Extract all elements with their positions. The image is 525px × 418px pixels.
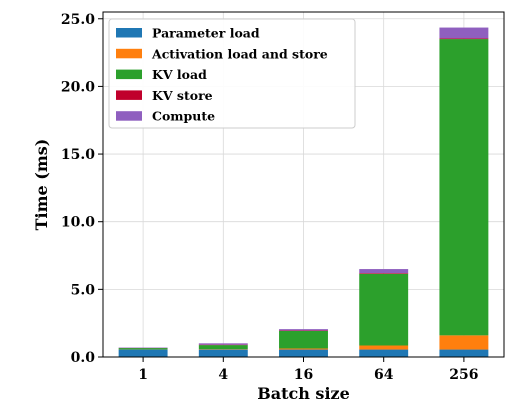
legend-swatch — [116, 48, 142, 59]
x-tick-label: 1 — [138, 367, 148, 383]
y-axis-ticks: 0.0 5.0 10.0 15.0 20.0 25.0 — [61, 12, 103, 366]
legend-label: Compute — [152, 109, 215, 124]
y-tick-label: 10.0 — [61, 215, 95, 231]
legend-box — [108, 18, 356, 129]
bar-segment-kv-store-256 — [439, 38, 489, 40]
bar-segment-kv-load-1 — [118, 348, 168, 350]
bar-segment-activation-load-and-store-16 — [279, 348, 328, 350]
legend-label: KV store — [152, 88, 213, 103]
legend-swatch — [116, 90, 142, 100]
bar-segment-activation-load-and-store-256 — [439, 335, 489, 350]
bar-segment-activation-load-and-store-64 — [359, 345, 409, 350]
bar-segment-kv-load-64 — [359, 273, 409, 346]
bar-segment-compute-64 — [359, 269, 409, 274]
bar-segment-parameter-load-4 — [198, 349, 248, 357]
legend-label: KV load — [152, 67, 207, 82]
bar-segment-compute-256 — [439, 27, 489, 39]
y-tick-label: 5.0 — [71, 282, 96, 298]
x-tick-label: 16 — [294, 367, 313, 383]
bar-segment-kv-load-16 — [279, 330, 328, 349]
bar-segment-kv-load-256 — [439, 39, 489, 336]
y-tick-label: 0.0 — [71, 350, 96, 366]
x-tick-label: 256 — [449, 367, 478, 383]
x-tick-label: 4 — [218, 367, 228, 383]
legend-swatch — [116, 69, 142, 80]
legend-swatch — [116, 111, 142, 121]
x-axis-ticks: 1 4 16 64 256 — [138, 357, 479, 383]
bar-segment-compute-4 — [198, 343, 248, 345]
bar-segment-parameter-load-16 — [279, 349, 328, 357]
bar-segment-kv-load-4 — [198, 345, 248, 350]
bar-segment-compute-16 — [279, 329, 328, 331]
bar-segment-parameter-load-256 — [439, 349, 489, 357]
y-tick-label: 25.0 — [61, 12, 95, 28]
bars — [118, 27, 489, 357]
bar-segment-parameter-load-64 — [359, 349, 409, 357]
legend-label: Parameter load — [152, 26, 260, 41]
bar-segment-parameter-load-1 — [118, 349, 168, 357]
y-tick-label: 15.0 — [61, 147, 95, 163]
x-axis-label: Batch size — [257, 384, 350, 403]
bar-segment-kv-store-64 — [359, 273, 409, 274]
y-axis-label: Time (ms) — [32, 139, 51, 231]
legend-swatch — [116, 28, 142, 38]
legend-label: Activation load and store — [151, 46, 328, 61]
legend: Parameter load Activation load and store K… — [108, 18, 356, 129]
y-tick-label: 20.0 — [61, 79, 95, 95]
x-tick-label: 64 — [374, 367, 394, 383]
